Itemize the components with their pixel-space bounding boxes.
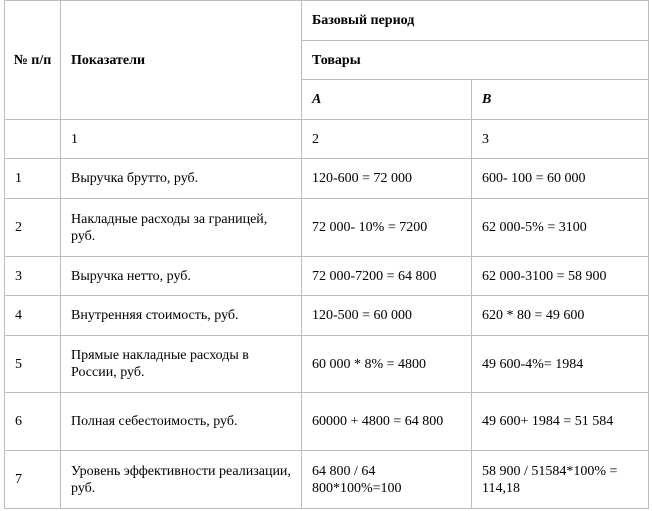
indicators-table: № п/п Показатели Базовый период Товары A… bbox=[4, 0, 650, 509]
table-row: 5 Прямые накладные расходы в России, руб… bbox=[4, 335, 650, 393]
row-number: 1 bbox=[4, 158, 61, 199]
row-label: Внутренняя стоимость, руб. bbox=[60, 295, 302, 336]
indicators-column-header: Показатели bbox=[60, 0, 302, 120]
row-value-b: 49 600+ 1984 = 51 584 bbox=[470, 392, 650, 451]
row-value-b: 62 000-3100 = 58 900 bbox=[470, 256, 650, 296]
column-number-2: 2 bbox=[301, 119, 472, 159]
row-value-b: 600- 100 = 60 000 bbox=[470, 158, 650, 199]
goods-header: Товары bbox=[300, 40, 650, 80]
table-row: 2 Накладные расходы за границей, руб. 72… bbox=[4, 198, 650, 257]
column-number-1: 1 bbox=[60, 119, 302, 159]
row-value-a: 60 000 * 8% = 4800 bbox=[301, 335, 472, 393]
header-row-period: № п/п Показатели Базовый период bbox=[4, 0, 650, 120]
row-value-b: 62 000-5% = 3100 bbox=[470, 198, 650, 257]
row-value-a: 60000 + 4800 = 64 800 bbox=[301, 392, 472, 451]
row-value-a: 64 800 / 64 800*100%=100 bbox=[301, 450, 472, 509]
base-period-header: Базовый период bbox=[300, 0, 650, 41]
row-value-a: 120-600 = 72 000 bbox=[301, 158, 472, 199]
product-b-header: B bbox=[470, 79, 650, 120]
row-number: 2 bbox=[4, 198, 61, 257]
row-label: Выручка брутто, руб. bbox=[60, 158, 302, 199]
num-column-header: № п/п bbox=[4, 0, 61, 120]
row-value-b: 620 * 80 = 49 600 bbox=[470, 295, 650, 336]
column-number-3: 3 bbox=[470, 119, 650, 159]
row-value-a: 72 000- 10% = 7200 bbox=[301, 198, 472, 257]
row-number: 3 bbox=[4, 256, 61, 296]
table-row: 4 Внутренняя стоимость, руб. 120-500 = 6… bbox=[4, 295, 650, 336]
product-a-header: A bbox=[301, 79, 472, 120]
row-number: 4 bbox=[4, 295, 61, 336]
row-value-a: 72 000-7200 = 64 800 bbox=[301, 256, 472, 296]
table-row: 7 Уровень эффективности реализации, руб.… bbox=[4, 450, 650, 509]
row-value-b: 58 900 / 51584*100% = 114,18 bbox=[470, 450, 650, 509]
row-label: Выручка нетто, руб. bbox=[60, 256, 302, 296]
row-number: 6 bbox=[4, 392, 61, 451]
table-row: 1 Выручка брутто, руб. 120-600 = 72 000 … bbox=[4, 158, 650, 199]
row-label: Накладные расходы за границей, руб. bbox=[60, 198, 302, 257]
row-number: 7 bbox=[4, 450, 61, 509]
row-number: 5 bbox=[4, 335, 61, 393]
table-row: 3 Выручка нетто, руб. 72 000-7200 = 64 8… bbox=[4, 256, 650, 296]
column-number-empty bbox=[4, 119, 61, 159]
row-value-b: 49 600-4%= 1984 bbox=[470, 335, 650, 393]
row-label: Уровень эффективности реализации, руб. bbox=[60, 450, 302, 509]
row-value-a: 120-500 = 60 000 bbox=[301, 295, 472, 336]
header-row-goods: Товары bbox=[5, 40, 650, 80]
column-numbers-row: 1 2 3 bbox=[4, 119, 650, 159]
row-label: Прямые накладные расходы в России, руб. bbox=[60, 335, 302, 393]
row-label: Полная себестоимость, руб. bbox=[60, 392, 302, 451]
header-row-products: A B bbox=[5, 79, 650, 120]
table-row: 6 Полная себестоимость, руб. 60000 + 480… bbox=[4, 392, 650, 451]
